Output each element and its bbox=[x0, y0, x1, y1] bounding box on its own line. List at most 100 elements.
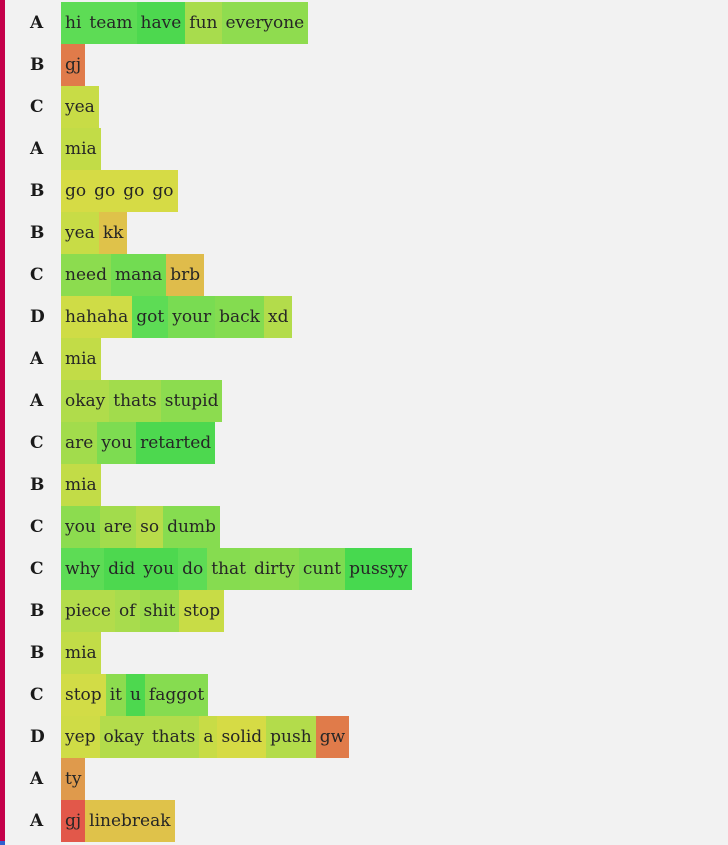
token: mia bbox=[61, 464, 101, 506]
token: kk bbox=[98, 212, 128, 254]
token-strip: you are so dumb bbox=[61, 506, 220, 548]
token-strip: mia bbox=[61, 128, 101, 170]
speaker-label: A bbox=[30, 391, 44, 411]
token: did bbox=[104, 548, 140, 590]
token: okay bbox=[99, 716, 148, 758]
token-strip: are you retarted bbox=[61, 422, 216, 464]
token: dumb bbox=[163, 506, 220, 548]
token: gj bbox=[61, 44, 86, 86]
token: you bbox=[61, 506, 100, 548]
speaker-label: B bbox=[30, 475, 45, 495]
token: push bbox=[266, 716, 316, 758]
token: pussyy bbox=[345, 548, 412, 590]
token: okay bbox=[61, 380, 110, 422]
token: mia bbox=[61, 128, 101, 170]
token: why bbox=[61, 548, 105, 590]
speaker-label: A bbox=[30, 811, 44, 831]
token: have bbox=[136, 2, 186, 44]
token-strip: stop it u faggot bbox=[61, 674, 209, 716]
token-strip: piece of shit stop bbox=[61, 590, 225, 632]
token-strip: yea bbox=[61, 86, 99, 128]
token: fun bbox=[185, 2, 222, 44]
token: u bbox=[125, 674, 145, 716]
token: mia bbox=[61, 338, 101, 380]
speaker-label: D bbox=[30, 307, 45, 327]
token: go bbox=[148, 170, 178, 212]
token: shit bbox=[139, 590, 180, 632]
speaker-label: C bbox=[30, 97, 44, 117]
token-strip: gj bbox=[61, 44, 86, 86]
token: hi bbox=[61, 2, 86, 44]
token: mia bbox=[61, 632, 101, 674]
token-strip: ty bbox=[61, 758, 86, 800]
speaker-label: B bbox=[30, 601, 45, 621]
token: thats bbox=[147, 716, 200, 758]
token: you bbox=[97, 422, 137, 464]
token-strip: okay thats stupid bbox=[61, 380, 223, 422]
speaker-label: A bbox=[30, 139, 44, 159]
token: retarted bbox=[136, 422, 216, 464]
token-strip: yep okay thats a solid push gw bbox=[61, 716, 350, 758]
token: a bbox=[199, 716, 218, 758]
speaker-label: C bbox=[30, 517, 44, 537]
token: piece bbox=[61, 590, 115, 632]
token: it bbox=[105, 674, 126, 716]
token-strip: yea kk bbox=[61, 212, 128, 254]
speaker-label: A bbox=[30, 349, 44, 369]
token: solid bbox=[217, 716, 267, 758]
token: are bbox=[99, 506, 137, 548]
token: xd bbox=[263, 296, 293, 338]
token: are bbox=[61, 422, 98, 464]
token: gw bbox=[315, 716, 350, 758]
token-strip: hi team have fun everyone bbox=[61, 2, 309, 44]
token-strip: need mana brb bbox=[61, 254, 205, 296]
token: back bbox=[215, 296, 264, 338]
token: that bbox=[207, 548, 250, 590]
token: go bbox=[90, 170, 120, 212]
token: linebreak bbox=[85, 800, 175, 842]
token-strip: mia bbox=[61, 464, 101, 506]
token: yep bbox=[61, 716, 100, 758]
token: you bbox=[139, 548, 179, 590]
token-strip: gj linebreak bbox=[61, 800, 175, 842]
speaker-label: A bbox=[30, 13, 44, 33]
token: thats bbox=[109, 380, 161, 422]
token-strip: why did you do that dirty cunt pussyy bbox=[61, 548, 412, 590]
speaker-label: B bbox=[30, 181, 45, 201]
token: team bbox=[85, 2, 137, 44]
speaker-label: C bbox=[30, 433, 44, 453]
token-strip: go go go go bbox=[61, 170, 178, 212]
token-strip: hahaha got your back xd bbox=[61, 296, 293, 338]
left-accent-bar bbox=[0, 0, 5, 845]
token: your bbox=[168, 296, 216, 338]
token: faggot bbox=[144, 674, 209, 716]
token: got bbox=[132, 296, 169, 338]
speaker-label: A bbox=[30, 769, 44, 789]
corner-marker bbox=[0, 841, 5, 845]
speaker-label: C bbox=[30, 265, 44, 285]
token: ty bbox=[61, 758, 86, 800]
token: go bbox=[119, 170, 149, 212]
token-strip: mia bbox=[61, 632, 101, 674]
speaker-label: C bbox=[30, 685, 44, 705]
token: yea bbox=[61, 212, 99, 254]
token: so bbox=[136, 506, 164, 548]
token: do bbox=[178, 548, 208, 590]
